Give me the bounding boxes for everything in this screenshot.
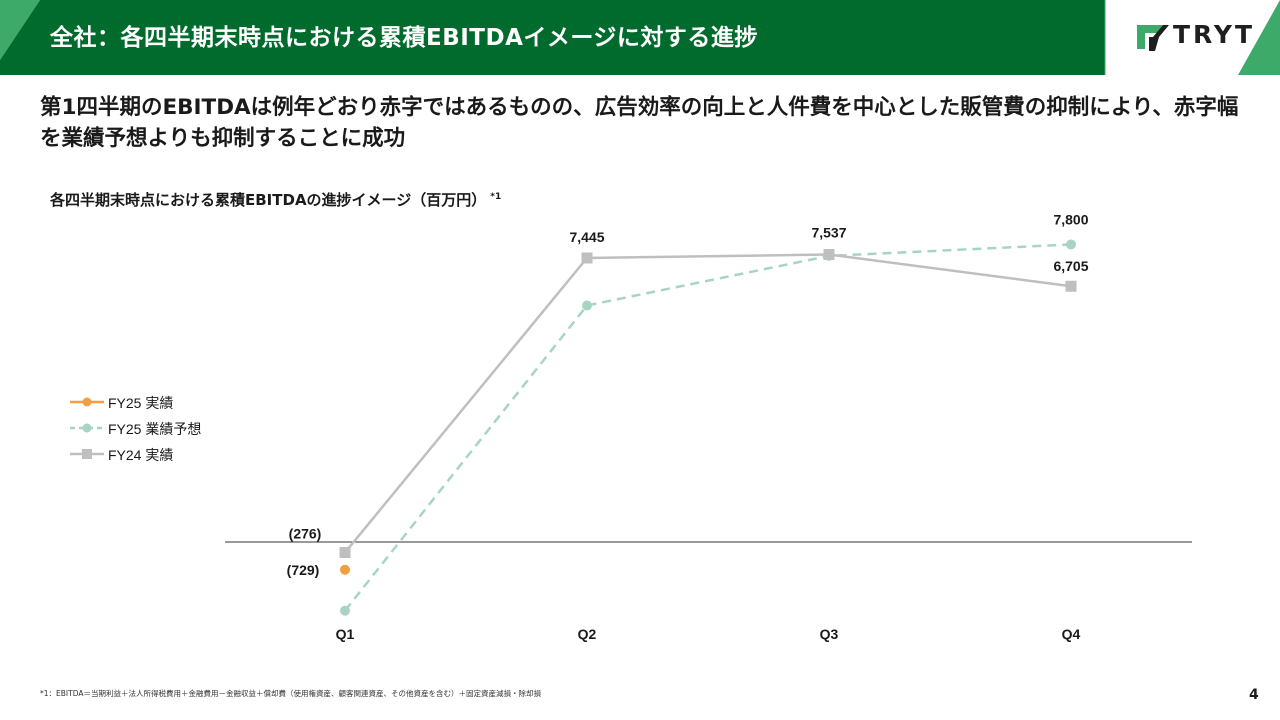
chart-title: 各四半期末時点における累積EBITDAの進捗イメージ（百万円） *1 [50, 189, 501, 210]
series-1-point [582, 300, 592, 311]
series-1-point [1066, 239, 1076, 250]
series-2-line [344, 253, 1072, 554]
tryt-logo-text: TRYT [1173, 20, 1256, 49]
x-tick-label-q1: Q1 [336, 626, 355, 642]
legend-label: FY25 実績 [108, 395, 174, 411]
headline-text: 第1四半期のEBITDAは例年どおり赤字ではあるものの、広告効率の向上と人件費を… [40, 95, 1239, 151]
series-2-point [339, 547, 351, 559]
x-tick-label-q4: Q4 [1062, 626, 1081, 642]
header-bar: 全社：各四半期末時点における累積EBITDAイメージに対する進捗 TRYT [0, 0, 1280, 75]
data-label: 6,705 [1053, 258, 1088, 274]
tryt-logo-mark-icon [1137, 25, 1169, 51]
tryt-logo: TRYT [1137, 18, 1262, 54]
x-tick-label-q3: Q3 [820, 626, 839, 642]
chart-title-footnote-ref: *1 [490, 192, 502, 202]
legend-swatch-icon [70, 397, 104, 407]
series-2-point [823, 248, 835, 260]
header-right-accent [1238, 0, 1280, 75]
data-label: 7,800 [1053, 211, 1088, 227]
data-label: 7,445 [569, 229, 604, 245]
series-1-line [344, 243, 1072, 612]
legend-label: FY24 実績 [108, 447, 174, 463]
page-title: 全社：各四半期末時点における累積EBITDAイメージに対する進捗 [50, 25, 758, 51]
data-label: 7,537 [811, 224, 846, 240]
legend-label: FY25 業績予想 [108, 421, 202, 437]
x-tick-label-q2: Q2 [578, 626, 597, 642]
footnote: *1：EBITDA＝当期利益＋法人所得税費用＋金融費用－金融収益＋償却費（使用権… [40, 689, 541, 698]
chart-title-text: 各四半期末時点における累積EBITDAの進捗イメージ（百万円） [50, 191, 487, 209]
series-0-point [340, 564, 350, 575]
series-2-point [1065, 280, 1077, 292]
data-label: (729) [287, 562, 320, 578]
header-background [0, 0, 1280, 75]
legend-swatch-icon [70, 449, 104, 459]
data-label: (276) [289, 526, 322, 542]
series-1-point [340, 605, 350, 616]
legend-swatch-icon [70, 423, 104, 433]
page-number: 4 [1249, 687, 1259, 703]
series-2-point [581, 252, 593, 264]
header-band [0, 0, 1105, 75]
